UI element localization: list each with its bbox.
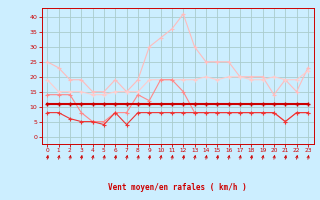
Text: Vent moyen/en rafales ( km/h ): Vent moyen/en rafales ( km/h ) — [108, 183, 247, 192]
